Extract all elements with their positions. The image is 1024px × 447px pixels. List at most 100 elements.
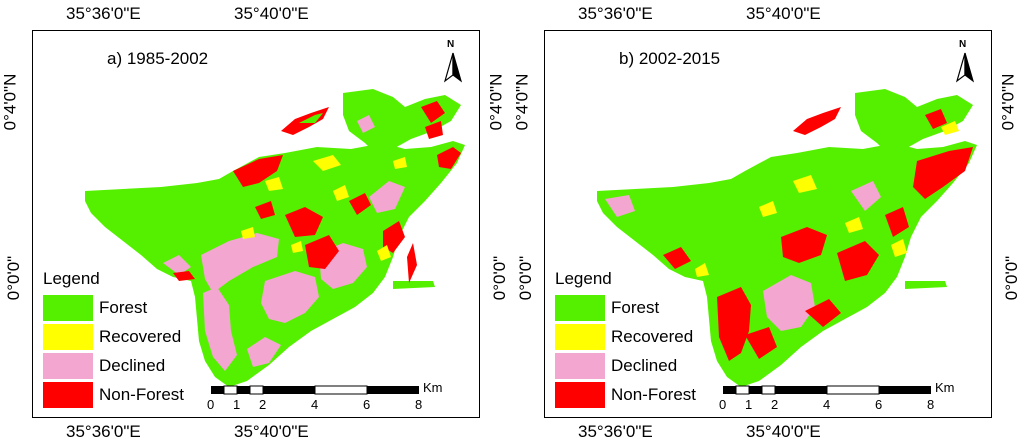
coord-bottom-left: 35°36'0"E bbox=[578, 422, 653, 441]
coord-bottom-right: 35°40'0"E bbox=[746, 422, 821, 441]
coord-right-upper: 0°4'0"N bbox=[486, 73, 506, 131]
legend-item-declined: Declined bbox=[43, 351, 213, 380]
declined-patch-3 bbox=[261, 271, 319, 323]
nonforest-patch-8 bbox=[255, 201, 275, 219]
nonforest-patch-5 bbox=[437, 147, 461, 169]
legend: Legend Forest Recovered Declined Non-For… bbox=[555, 269, 725, 409]
legend-item-non-forest: Non-Forest bbox=[43, 380, 213, 409]
legend-label: Non-Forest bbox=[611, 384, 697, 404]
island-declined bbox=[357, 115, 375, 133]
nonforest-patch-7 bbox=[407, 243, 417, 283]
legend-label: Declined bbox=[611, 355, 678, 375]
nonforest-patch-8 bbox=[805, 299, 841, 327]
legend-swatch bbox=[555, 381, 605, 408]
nonforest-patch-9 bbox=[349, 193, 371, 215]
north-label: N bbox=[447, 39, 455, 50]
legend-title: Legend bbox=[555, 269, 612, 288]
forest-change-map bbox=[597, 89, 977, 387]
nonforest-patch-4 bbox=[383, 221, 405, 253]
legend: Legend Forest Recovered Declined Non-For… bbox=[43, 269, 213, 409]
coord-right-lower: 0°0'0" bbox=[490, 255, 510, 301]
panel-title: b) 2002-2015 bbox=[619, 49, 721, 68]
north-arrow-shape bbox=[955, 52, 975, 83]
declined-patch-2 bbox=[763, 275, 815, 331]
north-label: N bbox=[959, 39, 967, 50]
legend-item-recovered: Recovered bbox=[555, 322, 725, 351]
nonforest-patch-6 bbox=[663, 247, 691, 269]
scale-label: 6 bbox=[875, 397, 883, 412]
declined-patch-5 bbox=[163, 255, 191, 275]
scale-unit: Km bbox=[935, 380, 955, 395]
recovered-patch-5 bbox=[695, 263, 709, 277]
legend-swatch bbox=[555, 352, 605, 379]
map-panel-b: 35°36'0"E 35°40'0"E 35°36'0"E 35°40'0"E … bbox=[512, 0, 1024, 447]
map-frame: a) 1985-2002 N Legend Forest Recovered D… bbox=[32, 30, 480, 418]
scale-label: 8 bbox=[927, 397, 935, 412]
scale-bar-graphic bbox=[723, 385, 931, 395]
coord-left-lower: 0°0'0" bbox=[4, 255, 24, 301]
map-frame: b) 2002-2015 N Legend Forest Recovered D… bbox=[544, 30, 992, 418]
recovered-patch-4 bbox=[759, 201, 777, 217]
map-panel-a: 35°36'0"E 35°40'0"E 35°36'0"E 35°40'0"E … bbox=[0, 4, 510, 441]
recovered-patch-1 bbox=[793, 175, 817, 193]
north-arrow-shape bbox=[443, 52, 463, 83]
scale-bar-graphic bbox=[211, 385, 419, 395]
legend-item-forest: Forest bbox=[43, 293, 213, 322]
legend-swatch bbox=[555, 294, 605, 321]
scale-label: 8 bbox=[415, 397, 423, 412]
legend-item-recovered: Recovered bbox=[43, 322, 213, 351]
coord-left-upper: 0°4'0"N bbox=[0, 73, 20, 131]
coord-bottom-right: 35°40'0"E bbox=[234, 422, 309, 441]
nonforest-patch-3 bbox=[837, 241, 879, 281]
legend-item-forest: Forest bbox=[555, 293, 725, 322]
nonforest-patch-4 bbox=[913, 147, 973, 199]
island-nonforest bbox=[925, 109, 947, 129]
declined-patch-6 bbox=[369, 181, 405, 213]
legend-swatch bbox=[555, 323, 605, 350]
recovered-patch-3 bbox=[333, 185, 349, 201]
legend-label: Recovered bbox=[99, 326, 182, 346]
scale-label: 4 bbox=[823, 397, 831, 412]
legend-label: Recovered bbox=[611, 326, 694, 346]
coord-top-right: 35°40'0"E bbox=[234, 4, 309, 23]
legend-label: Forest bbox=[99, 297, 148, 317]
coord-top-left: 35°36'0"E bbox=[578, 4, 653, 23]
island-region bbox=[855, 89, 973, 155]
coord-left-upper: 0°4'0"N bbox=[512, 73, 532, 131]
scale-bar: Km 0 1 2 4 6 8 bbox=[719, 380, 963, 413]
islet-west-forest bbox=[299, 113, 323, 123]
legend-swatch bbox=[43, 323, 93, 350]
declined-patch-3 bbox=[851, 181, 881, 211]
legend-item-declined: Declined bbox=[555, 351, 725, 380]
north-arrow-icon: N bbox=[441, 39, 465, 85]
nonforest-patch-3 bbox=[305, 235, 339, 269]
nonforest-patch-2 bbox=[781, 227, 827, 263]
coord-right-upper: 0°4'0"N bbox=[998, 73, 1018, 131]
coord-top-right: 35°40'0"E bbox=[746, 4, 821, 23]
scale-label: 2 bbox=[259, 397, 267, 412]
legend-swatch bbox=[43, 352, 93, 379]
declined-patch-1 bbox=[605, 195, 635, 217]
island-nonforest bbox=[421, 101, 445, 139]
scale-bar: Km 0 1 2 4 6 8 bbox=[207, 380, 451, 413]
north-arrow-icon: N bbox=[953, 39, 977, 85]
declined-patch-1 bbox=[201, 233, 279, 293]
nonforest-patch-1 bbox=[233, 155, 283, 187]
recovered-patch-2 bbox=[265, 177, 283, 191]
islet-west bbox=[793, 107, 841, 135]
coord-left-lower: 0°0'0" bbox=[516, 255, 536, 301]
forest-change-map bbox=[85, 89, 465, 387]
nonforest-patch-5 bbox=[885, 207, 909, 237]
scale-label: 0 bbox=[719, 397, 727, 412]
main-region bbox=[85, 141, 465, 387]
east-spur bbox=[905, 281, 947, 289]
main-region bbox=[597, 141, 977, 387]
scale-label: 6 bbox=[363, 397, 371, 412]
nonforest-patch-1 bbox=[717, 287, 751, 361]
scale-label: 2 bbox=[771, 397, 779, 412]
legend-label: Declined bbox=[99, 355, 166, 375]
panel-title: a) 1985-2002 bbox=[107, 49, 209, 68]
coord-top-left: 35°36'0"E bbox=[66, 4, 141, 23]
legend-label: Forest bbox=[611, 297, 660, 317]
legend-item-non-forest: Non-Forest bbox=[555, 380, 725, 409]
